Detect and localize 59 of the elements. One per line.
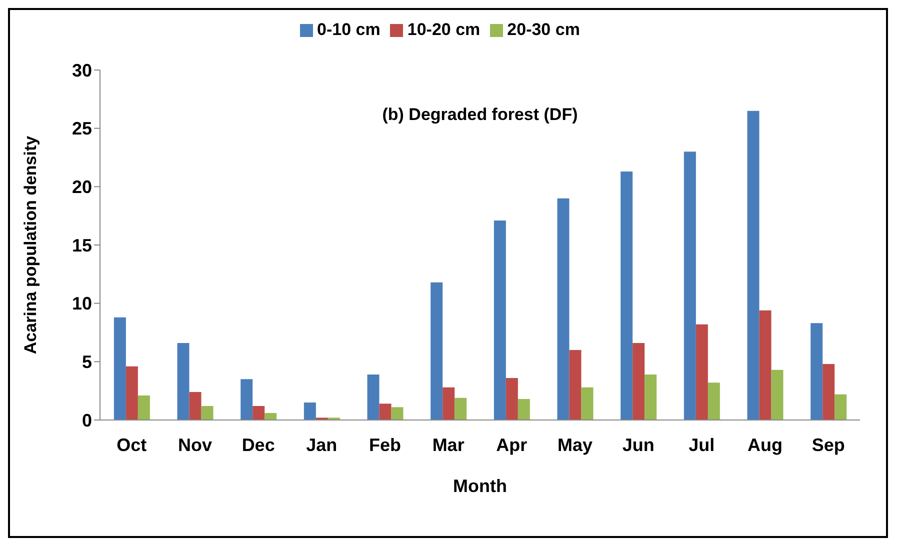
y-axis-title: Acarina population density	[21, 135, 40, 354]
legend-label: 10-20 cm	[407, 20, 480, 39]
bar	[189, 392, 202, 420]
y-tick-label: 30	[72, 60, 92, 80]
bar	[391, 407, 404, 420]
x-tick-label: Apr	[496, 434, 528, 455]
x-axis-title: Month	[453, 476, 507, 496]
y-tick-label: 10	[72, 294, 92, 314]
x-tick-label: Nov	[178, 434, 212, 455]
y-tick-label: 0	[82, 410, 92, 430]
bar	[771, 370, 784, 420]
x-tick-label: Feb	[368, 434, 402, 455]
x-tick-label: Aug	[748, 434, 782, 455]
x-tick-label: Oct	[116, 434, 147, 455]
bar	[581, 387, 594, 420]
bar	[759, 310, 772, 420]
x-tick-label: Jan	[306, 434, 338, 455]
bar	[177, 343, 190, 420]
bar	[632, 343, 645, 420]
bar	[114, 317, 126, 420]
bar	[454, 398, 467, 420]
bar	[569, 350, 582, 420]
x-tick-label: Sep	[812, 434, 845, 455]
x-tick-label: Jul	[688, 434, 715, 455]
bar	[367, 374, 380, 420]
bar	[506, 378, 518, 420]
bar	[696, 324, 708, 420]
y-tick-label: 5	[82, 352, 92, 372]
y-tick-label: 25	[72, 118, 92, 139]
y-tick-label: 20	[72, 177, 92, 198]
bar	[684, 152, 696, 420]
bar	[442, 387, 455, 420]
bar	[518, 399, 530, 420]
bar	[810, 323, 823, 420]
bar	[126, 366, 138, 420]
legend-label: 20-30 cm	[507, 20, 580, 39]
bar	[644, 374, 657, 420]
bar	[834, 394, 847, 420]
text: (b) Degraded forest (DF)	[382, 105, 578, 124]
bar	[430, 282, 443, 420]
bar	[822, 364, 835, 420]
x-tick-label: Dec	[242, 434, 275, 455]
bar	[201, 406, 214, 420]
legend-label: 0-10 cm	[317, 20, 380, 39]
bar	[379, 404, 392, 420]
y-tick-label: 15	[72, 235, 92, 256]
x-tick-label: Jun	[622, 434, 654, 455]
bar	[304, 402, 316, 420]
bar	[494, 220, 506, 420]
bar	[708, 382, 720, 420]
x-tick-label: May	[557, 434, 593, 455]
bar	[138, 396, 150, 420]
bar	[240, 379, 253, 420]
x-tick-label: Mar	[432, 434, 464, 455]
bar	[557, 198, 570, 420]
bar	[252, 406, 265, 420]
bar	[264, 413, 277, 420]
bar	[620, 172, 633, 420]
bar	[747, 110, 760, 420]
